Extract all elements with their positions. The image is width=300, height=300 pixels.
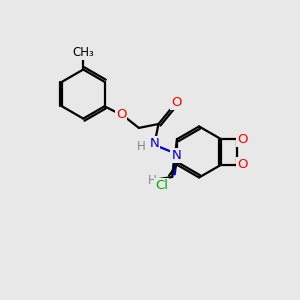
- Text: N: N: [150, 137, 159, 150]
- Text: O: O: [238, 133, 248, 146]
- Text: H: H: [148, 174, 157, 188]
- Text: N: N: [171, 149, 181, 162]
- Text: CH₃: CH₃: [72, 46, 94, 59]
- Text: O: O: [238, 158, 248, 171]
- Text: O: O: [171, 96, 181, 109]
- Text: H: H: [136, 140, 145, 153]
- Text: Cl: Cl: [155, 179, 168, 192]
- Text: O: O: [116, 108, 126, 121]
